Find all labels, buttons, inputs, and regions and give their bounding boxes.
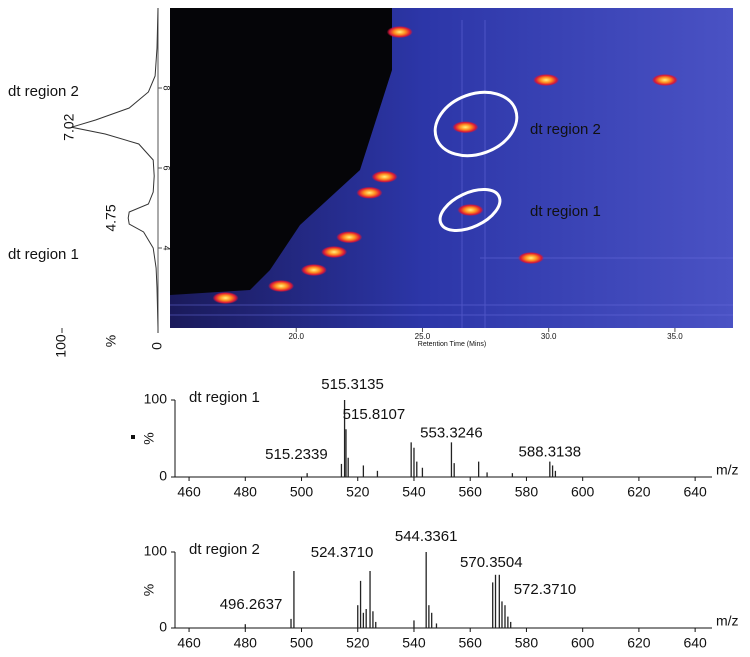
y-tick-label: 0 bbox=[159, 619, 167, 635]
x-tick-label: 0 bbox=[149, 342, 165, 350]
heatmap-spot bbox=[356, 186, 383, 199]
x-tick-label: 460 bbox=[177, 484, 201, 500]
region-label: dt region 1 bbox=[8, 246, 79, 263]
x-tick-label: 30.0 bbox=[541, 332, 557, 341]
drift-profile bbox=[71, 7, 159, 329]
y-tick-label: 4 bbox=[162, 245, 172, 250]
x-tick-label: 600 bbox=[571, 635, 595, 651]
peak-label: 7.02 bbox=[61, 113, 77, 140]
x-tick-label: 600 bbox=[571, 484, 595, 500]
peak-label: 572.3710 bbox=[514, 581, 577, 598]
peak-label: 4.75 bbox=[103, 204, 119, 231]
region-label: dt region 1 bbox=[530, 203, 601, 220]
y-tick-label: 6 bbox=[162, 165, 172, 170]
peak-label: 553.3246 bbox=[420, 424, 483, 441]
heatmap-spot bbox=[371, 170, 398, 183]
x-axis-label: m/z bbox=[716, 613, 739, 629]
x-tick-label: 580 bbox=[515, 635, 539, 651]
region-label: dt region 2 bbox=[8, 83, 79, 100]
x-tick-label: 560 bbox=[459, 484, 483, 500]
marker bbox=[131, 435, 135, 439]
heatmap-spot bbox=[457, 204, 484, 216]
peak-label: 544.3361 bbox=[395, 528, 458, 545]
x-tick-label: 480 bbox=[234, 635, 258, 651]
x-tick-label: 520 bbox=[346, 635, 370, 651]
heatmap-spot bbox=[386, 26, 413, 38]
peak-label: 496.2637 bbox=[220, 596, 283, 613]
x-tick-label: 460 bbox=[177, 635, 201, 651]
region-label: dt region 2 bbox=[530, 121, 601, 138]
heatmap-spot bbox=[268, 280, 295, 292]
heatmap-spot bbox=[518, 252, 545, 264]
peak-label: 515.3135 bbox=[321, 376, 384, 393]
x-tick-label: 100 bbox=[53, 334, 69, 358]
y-axis-label: % bbox=[141, 584, 157, 596]
heatmap-spot bbox=[336, 231, 363, 244]
y-tick-label: 0 bbox=[159, 468, 167, 484]
y-tick-label: 8 bbox=[162, 85, 172, 90]
x-tick-label: 25.0 bbox=[415, 332, 431, 341]
region-circle bbox=[433, 90, 519, 158]
x-tick-label: 540 bbox=[402, 484, 426, 500]
heatmap-dark-region bbox=[170, 8, 392, 295]
peak-label: 524.3710 bbox=[311, 544, 374, 561]
spectrum-title: dt region 1 bbox=[189, 389, 260, 406]
x-tick-label: 620 bbox=[627, 484, 651, 500]
x-axis-label: Retention Time (Mins) bbox=[418, 341, 486, 348]
x-tick-label: 560 bbox=[459, 635, 483, 651]
x-tick-label: 500 bbox=[290, 635, 314, 651]
x-tick-label: 480 bbox=[234, 484, 258, 500]
peak-label: 515.8107 bbox=[343, 406, 406, 423]
x-tick-label: 540 bbox=[402, 635, 426, 651]
heatmap-spot bbox=[321, 246, 348, 258]
x-tick-label: 620 bbox=[627, 635, 651, 651]
x-tick-label: 500 bbox=[290, 484, 314, 500]
y-tick-label: 100 bbox=[144, 391, 168, 407]
y-axis-label: % bbox=[141, 432, 157, 444]
heatmap-spot bbox=[452, 121, 479, 134]
heatmap-spot bbox=[651, 74, 678, 86]
x-axis-label: m/z bbox=[716, 462, 739, 478]
x-tick-label: 520 bbox=[346, 484, 370, 500]
spectrum-title: dt region 2 bbox=[189, 541, 260, 558]
peak-label: 588.3138 bbox=[519, 444, 582, 461]
x-tick-label: 580 bbox=[515, 484, 539, 500]
heatmap-spot bbox=[300, 264, 327, 276]
peak-label: 570.3504 bbox=[460, 554, 523, 571]
x-tick-label: 35.0 bbox=[667, 332, 683, 341]
x-tick-label: 640 bbox=[683, 635, 707, 651]
heatmap-spot bbox=[533, 74, 560, 86]
x-axis-label: % bbox=[103, 335, 119, 347]
x-tick-label: 20.0 bbox=[288, 332, 304, 341]
x-tick-label: 640 bbox=[683, 484, 707, 500]
region-circle bbox=[438, 187, 502, 233]
heatmap-spot bbox=[212, 292, 239, 304]
peak-label: 515.2339 bbox=[265, 446, 328, 463]
y-tick-label: 100 bbox=[144, 543, 168, 559]
